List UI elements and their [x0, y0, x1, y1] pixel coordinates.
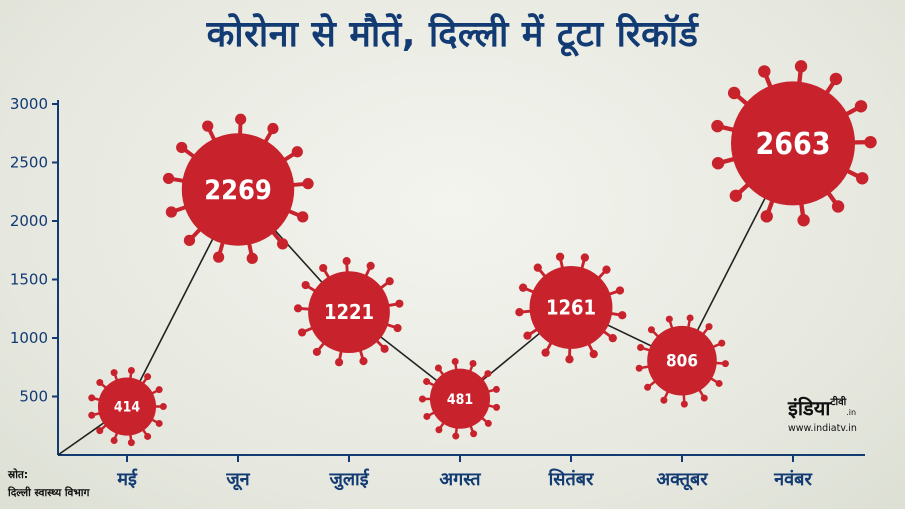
series-line — [57, 143, 794, 456]
y-tick-label: 500 — [19, 388, 48, 406]
x-tick-label: अक्तूबर — [656, 469, 708, 491]
data-points: 414 2269 1221 481 1261 806 2663 — [88, 60, 877, 447]
x-axis-ticks: मई जून जुलाई अगस्त सितंबर अक्तूबर नवंबर — [116, 455, 812, 491]
logo-domain: .in — [846, 408, 857, 417]
x-tick-label: नवंबर — [773, 469, 812, 490]
virus-marker — [418, 357, 501, 440]
x-tick-label: मई — [116, 468, 138, 490]
y-tick-label: 1500 — [10, 271, 48, 289]
virus-marker — [162, 113, 314, 264]
data-label: 2269 — [204, 175, 272, 206]
source-text: दिल्ली स्वास्थ्य विभाग — [8, 487, 90, 499]
virus-marker — [88, 366, 167, 447]
x-tick-label: अगस्त — [439, 469, 481, 490]
x-tick-label: जुलाई — [328, 468, 369, 491]
virus-marker — [293, 257, 404, 367]
data-label: 414 — [114, 400, 141, 416]
y-tick-label: 2500 — [10, 154, 48, 172]
source-note: स्रोत: दिल्ली स्वास्थ्य विभाग — [8, 466, 89, 502]
virus-marker — [515, 252, 627, 364]
logo-brand: इंडिया — [788, 396, 831, 420]
logo-url: www.indiatv.in — [788, 423, 857, 434]
india-tv-logo: इंडियाटीवी.in www.indiatv.in — [788, 394, 857, 434]
data-label: 1221 — [324, 300, 374, 324]
y-axis-ticks: 500 1000 1500 2000 2500 3000 — [10, 95, 58, 406]
virus-marker — [711, 60, 877, 227]
x-tick-label: जून — [225, 469, 250, 491]
logo-suffix: टीवी — [830, 397, 847, 408]
x-tick-label: सितंबर — [548, 468, 594, 490]
y-tick-label: 2000 — [10, 212, 48, 230]
y-tick-label: 3000 — [10, 95, 48, 113]
source-label: स्रोत: — [8, 469, 29, 481]
data-label: 806 — [666, 352, 698, 372]
data-label: 1261 — [546, 296, 596, 320]
virus-marker — [635, 314, 729, 408]
data-label: 481 — [447, 392, 473, 408]
y-tick-label: 1000 — [10, 329, 48, 347]
chart-title: कोरोना से मौतें, दिल्ली में टूटा रिकॉर्ड — [206, 14, 699, 55]
data-label: 2663 — [755, 127, 830, 162]
